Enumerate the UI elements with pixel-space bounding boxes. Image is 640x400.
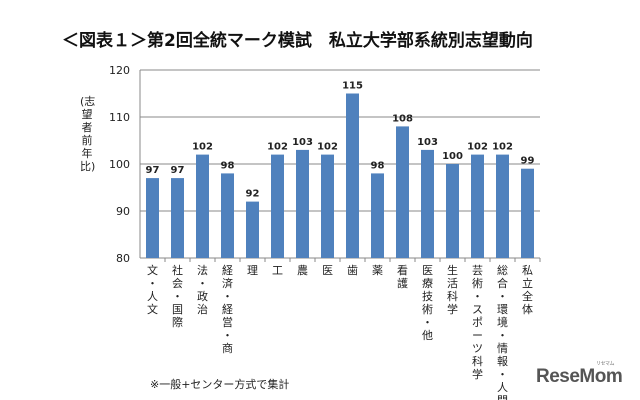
y-tick-label: 100	[109, 158, 130, 171]
data-label: 102	[467, 142, 488, 153]
data-label: 103	[292, 137, 313, 148]
x-tick-label: 文・人文	[147, 263, 158, 316]
footnote: ※一般+センター方式で集計	[150, 378, 290, 391]
data-label: 108	[392, 113, 413, 124]
bar	[471, 154, 484, 258]
data-label: 102	[192, 142, 213, 153]
bar	[521, 168, 534, 258]
data-label: 98	[221, 160, 235, 171]
x-tick-label: 歯	[347, 264, 358, 277]
data-label: 98	[371, 160, 385, 171]
x-tick-label: 医	[322, 264, 333, 277]
data-label: 100	[442, 151, 463, 162]
x-tick-label: 農	[297, 263, 308, 277]
data-label: 103	[417, 137, 438, 148]
chart-title: ＜図表１＞第2回全統マーク模試 私立大学部系統別志望動向	[62, 31, 533, 51]
x-tick-label: 理	[247, 264, 258, 277]
data-label: 99	[521, 156, 535, 167]
data-label: 102	[492, 142, 513, 153]
data-label: 92	[246, 189, 260, 200]
bar	[146, 178, 159, 258]
y-tick-label: 90	[116, 205, 130, 218]
data-label: 102	[267, 142, 288, 153]
bar	[496, 154, 509, 258]
x-tick-label: 社会・国際	[172, 263, 183, 329]
bar	[371, 173, 384, 258]
data-label: 97	[146, 165, 160, 176]
y-tick-label: 110	[109, 111, 130, 124]
bar	[296, 149, 309, 258]
y-tick-label: 80	[116, 252, 130, 265]
x-tick-label: 生活科学	[447, 263, 458, 316]
bar	[271, 154, 284, 258]
data-label: 102	[317, 142, 338, 153]
x-tick-label: 法・政治	[197, 263, 208, 316]
bar	[346, 93, 359, 258]
x-tick-label: 芸術・スポーツ科学	[472, 264, 483, 381]
x-tick-label: 工	[272, 264, 283, 277]
bar	[171, 178, 184, 258]
resemom-logo: ReseMom リセマム	[536, 361, 623, 388]
logo-text: ReseMom	[536, 366, 623, 387]
logo-subtext: リセマム	[596, 361, 615, 367]
x-tick-label: 薬	[372, 264, 383, 277]
y-tick-label: 120	[109, 64, 130, 77]
x-tick-label: 私立全体	[522, 264, 533, 316]
bar	[446, 164, 459, 258]
bar	[196, 154, 209, 258]
bar	[246, 201, 259, 258]
bar	[421, 149, 434, 258]
x-tick-label: 看護	[397, 263, 408, 290]
bar	[396, 126, 409, 259]
x-tick-label: 総合・環境・情報・人間	[497, 263, 508, 400]
data-label: 97	[171, 165, 185, 176]
y-axis-label: (志望者前年比)	[80, 95, 96, 173]
bar	[221, 173, 234, 258]
x-tick-label: 経済・経営・商	[222, 264, 233, 355]
x-tick-label: 医療技術・他	[422, 264, 433, 342]
data-label: 115	[342, 81, 363, 92]
bar	[321, 154, 334, 258]
